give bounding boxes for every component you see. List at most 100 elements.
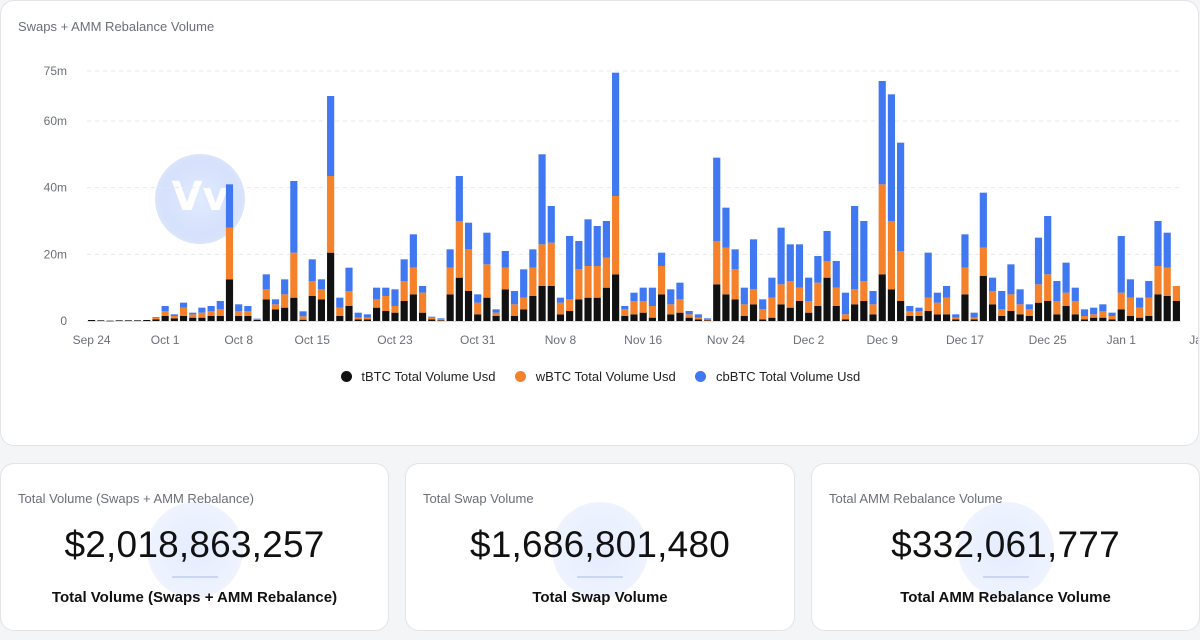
bar-segment bbox=[1080, 309, 1089, 316]
bar-segment bbox=[363, 314, 371, 318]
bar-segment bbox=[198, 312, 206, 318]
bar-segment bbox=[593, 297, 601, 321]
x-tick-label: Oct 15 bbox=[295, 333, 331, 347]
bar-segment bbox=[1090, 317, 1098, 321]
legend-item-tbtc[interactable]: tBTC Total Volume Usd bbox=[340, 369, 496, 384]
bar-segment bbox=[906, 316, 914, 321]
bar-segment bbox=[391, 306, 399, 313]
bar-segment bbox=[942, 297, 951, 315]
bar-segment bbox=[271, 304, 280, 310]
bar-segment bbox=[832, 261, 840, 288]
bar-segment bbox=[455, 221, 463, 278]
y-tick-label: 20m bbox=[44, 247, 67, 261]
bar-segment bbox=[786, 244, 794, 281]
x-tick-label: Dec 9 bbox=[867, 333, 899, 347]
bar-segment bbox=[814, 282, 822, 306]
bar-segment bbox=[299, 311, 307, 317]
bar-segment bbox=[584, 297, 592, 321]
bar-segment bbox=[207, 311, 215, 316]
bar-segment bbox=[464, 291, 473, 321]
stacked-bar-chart: 0 20m 40m 60m 75m Sep 24 Oct 1 Oct 8 Oct 15 Oct 2… bbox=[44, 64, 1199, 347]
bar-segment bbox=[336, 307, 344, 316]
bar-segment bbox=[133, 320, 142, 321]
x-tick-label: Oct 8 bbox=[224, 333, 253, 347]
bar-segment bbox=[805, 312, 813, 321]
bar-segment bbox=[207, 316, 215, 321]
bar-segment bbox=[317, 299, 326, 321]
bar-segment bbox=[584, 219, 592, 266]
legend-dot-icon bbox=[340, 371, 352, 382]
bar-segment bbox=[657, 294, 666, 321]
bar-segment bbox=[759, 319, 767, 321]
bar-segment bbox=[198, 307, 206, 313]
bar-segment bbox=[768, 297, 776, 318]
bar-segment bbox=[1025, 316, 1033, 321]
bar-segment bbox=[1071, 314, 1079, 321]
bar-segment bbox=[235, 304, 243, 311]
bar-segment bbox=[575, 241, 583, 270]
stat-card-total-volume: Total Volume (Swaps + AMM Rebalance) $2,… bbox=[0, 463, 389, 631]
bar-segment bbox=[768, 277, 776, 298]
bar-segment bbox=[97, 320, 105, 321]
bar-segment bbox=[933, 302, 941, 315]
bar-segment bbox=[225, 184, 234, 228]
bar-segment bbox=[308, 259, 316, 281]
bar-segment bbox=[161, 316, 169, 321]
x-tick-label: Jan 8 bbox=[1189, 333, 1199, 347]
bar-segment bbox=[547, 206, 555, 243]
bar-segment bbox=[244, 311, 252, 316]
bar-segment bbox=[1053, 281, 1061, 301]
bar-segment bbox=[685, 311, 693, 315]
legend-item-cbbtc[interactable]: cbBTC Total Volume Usd bbox=[695, 369, 860, 384]
legend-dot-icon bbox=[695, 371, 707, 382]
bar-segment bbox=[988, 291, 997, 305]
bar-segment bbox=[795, 244, 804, 288]
bar-segment bbox=[446, 249, 454, 268]
bar-segment bbox=[648, 306, 656, 318]
bar-segment bbox=[713, 241, 721, 285]
bar-segment bbox=[1136, 307, 1144, 318]
bar-segment bbox=[382, 287, 390, 296]
bar-segment bbox=[933, 292, 941, 303]
y-tick-label: 0 bbox=[60, 314, 67, 328]
stat-value: $2,018,863,257 bbox=[64, 524, 325, 565]
bar-segment bbox=[924, 297, 932, 311]
bar-segment bbox=[455, 277, 463, 321]
bar-segment bbox=[906, 306, 914, 311]
bar-segment bbox=[621, 309, 629, 316]
bar-segment bbox=[961, 267, 969, 295]
chart-card: Swaps + AMM Rebalance Volume Vv 0 20m 40m 6… bbox=[0, 0, 1199, 446]
bar-segment bbox=[382, 311, 390, 321]
legend-label: cbBTC Total Volume Usd bbox=[715, 369, 861, 384]
bar-segment bbox=[538, 244, 546, 286]
bar-segment bbox=[676, 312, 684, 321]
stat-card-amm-rebalance-volume: Total AMM Rebalance Volume $332,061,777 … bbox=[811, 463, 1200, 631]
bar-segment bbox=[143, 320, 151, 321]
bar-segment bbox=[786, 307, 794, 321]
chart-title: Swaps + AMM Rebalance Volume bbox=[18, 19, 215, 34]
legend-item-wbtc[interactable]: wBTC Total Volume Usd bbox=[515, 369, 676, 384]
divider bbox=[577, 576, 623, 578]
bar-segment bbox=[1080, 319, 1089, 321]
bar-segment bbox=[446, 294, 454, 321]
bar-segment bbox=[418, 312, 427, 321]
bar-segment bbox=[354, 317, 362, 320]
bar-segment bbox=[694, 314, 702, 318]
bar-segment bbox=[897, 251, 905, 301]
bar-segment bbox=[970, 319, 978, 321]
chart-legend: tBTC Total Volume Usd wBTC Total Volume … bbox=[1, 369, 1198, 384]
x-tick-label: Oct 31 bbox=[460, 333, 496, 347]
bar-segment bbox=[455, 176, 463, 221]
bar-segment bbox=[1099, 311, 1107, 318]
bar-segment bbox=[363, 319, 371, 321]
bar-segment bbox=[759, 299, 767, 310]
bar-segment bbox=[584, 266, 592, 298]
bar-segment bbox=[1172, 286, 1180, 301]
bar-segment bbox=[795, 301, 804, 321]
bar-segment bbox=[988, 277, 997, 291]
bar-segment bbox=[418, 286, 427, 293]
bar-segment bbox=[152, 317, 160, 320]
bar-segment bbox=[281, 294, 289, 308]
bar-segment bbox=[492, 312, 500, 316]
bar-segment bbox=[566, 311, 574, 321]
